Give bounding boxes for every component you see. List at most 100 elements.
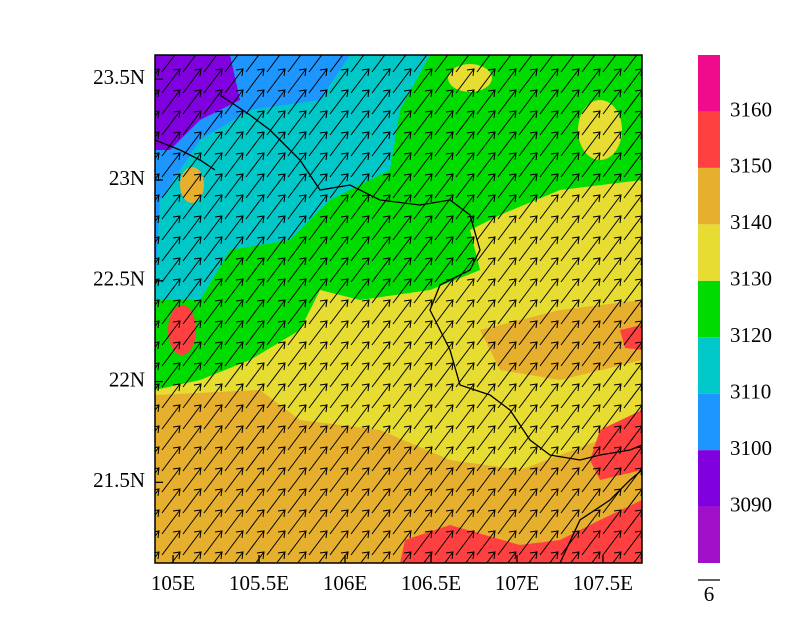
wind-arrow: [224, 278, 244, 304]
wind-arrow: [287, 530, 307, 556]
wind-arrow: [203, 131, 223, 157]
wind-arrow: [182, 194, 202, 220]
wind-arrow: [308, 55, 327, 73]
wind-arrow: [350, 55, 369, 73]
wind-arrow: [224, 68, 244, 94]
wind-arrow: [155, 152, 160, 161]
wind-arrow: [224, 509, 244, 535]
wind-arrow: [266, 446, 286, 472]
wind-arrow: [413, 341, 433, 367]
wind-arrow: [287, 257, 307, 283]
wind-arrow: [350, 68, 370, 94]
wind-arrow: [371, 530, 391, 556]
wind-arrow: [224, 299, 244, 325]
wind-arrow: [602, 89, 622, 115]
wind-arrow: [476, 194, 496, 220]
wind-arrow: [539, 173, 559, 199]
wind-arrow: [371, 257, 391, 283]
wind-arrow: [539, 467, 559, 493]
wind-arrow: [455, 68, 475, 94]
wind-arrow: [560, 194, 580, 220]
colorbar-label: 3140: [730, 210, 772, 234]
wind-arrow: [392, 425, 412, 451]
wind-arrow: [539, 530, 559, 556]
colorbar-label: 3150: [730, 154, 772, 178]
x-tick-label: 106E: [323, 571, 367, 595]
wind-arrow: [455, 488, 475, 514]
wind-arrow: [287, 68, 307, 94]
wind-arrow: [155, 467, 160, 476]
wind-arrow: [518, 68, 538, 94]
wind-arrow: [560, 488, 580, 514]
wind-arrow: [182, 509, 202, 535]
wind-arrow: [539, 425, 559, 451]
wind-arrow: [371, 425, 391, 451]
wind-arrow: [155, 194, 160, 203]
wind-arrow: [413, 383, 433, 409]
wind-arrow: [434, 341, 454, 367]
wind-arrow: [155, 488, 160, 497]
wind-arrow: [476, 110, 496, 136]
wind-arrow: [245, 320, 265, 346]
wind-arrow: [539, 236, 559, 262]
wind-arrow: [413, 425, 433, 451]
wind-arrow: [371, 509, 391, 535]
wind-arrow: [476, 530, 496, 556]
wind-arrow: [602, 530, 622, 556]
wind-arrow: [497, 110, 517, 136]
wind-arrow: [350, 404, 370, 430]
wind-arrow: [602, 194, 622, 220]
wind-arrow: [371, 110, 391, 136]
colorbar-box: [698, 337, 720, 394]
wind-arrow: [224, 362, 244, 388]
wind-arrow: [182, 55, 201, 73]
wind-arrow: [413, 488, 433, 514]
wind-arrow: [413, 152, 433, 178]
wind-arrow: [350, 425, 370, 451]
wind-arrow: [329, 194, 349, 220]
wind-arrow: [570, 551, 580, 563]
wind-arrow: [434, 383, 454, 409]
wind-arrow: [161, 89, 181, 115]
field: [448, 64, 492, 92]
wind-arrow: [203, 278, 223, 304]
wind-arrow: [497, 341, 517, 367]
x-tick-label: 105E: [151, 571, 195, 595]
wind-arrow: [329, 152, 349, 178]
wind-arrow: [581, 488, 601, 514]
wind-arrow: [560, 404, 580, 430]
wind-arrow: [560, 89, 580, 115]
border: [559, 469, 642, 563]
wind-arrow: [245, 446, 265, 472]
wind-arrow: [203, 362, 223, 388]
wind-arrow: [434, 509, 454, 535]
wind-arrow: [581, 55, 600, 73]
wind-arrow: [602, 320, 622, 346]
y-tick-label: 23N: [109, 166, 145, 190]
wind-arrow: [161, 278, 181, 304]
wind-arrow: [539, 68, 559, 94]
wind-arrow: [203, 215, 223, 241]
wind-arrow: [245, 68, 265, 94]
wind-arrow: [560, 509, 580, 535]
wind-arrow: [308, 278, 328, 304]
wind-arrow: [245, 488, 265, 514]
x-tick-label: 107E: [495, 571, 539, 595]
wind-arrow: [245, 173, 265, 199]
colorbar-box: [698, 393, 720, 451]
wind-arrow: [234, 551, 244, 563]
colorbar-label: 3100: [730, 436, 772, 460]
wind-arrow: [476, 55, 495, 73]
wind-arrow: [266, 236, 286, 262]
x-tick-label: 105.5E: [229, 571, 289, 595]
wind-arrow: [518, 404, 538, 430]
wind-arrow: [518, 320, 538, 346]
wind-arrow: [434, 173, 454, 199]
wind-arrow: [203, 383, 223, 409]
wind-arrow: [476, 173, 496, 199]
wind-arrow: [392, 320, 412, 346]
wind-arrow: [161, 55, 180, 73]
wind-arrow: [182, 131, 202, 157]
y-tick-label: 22N: [109, 367, 145, 391]
wind-arrow: [413, 362, 433, 388]
